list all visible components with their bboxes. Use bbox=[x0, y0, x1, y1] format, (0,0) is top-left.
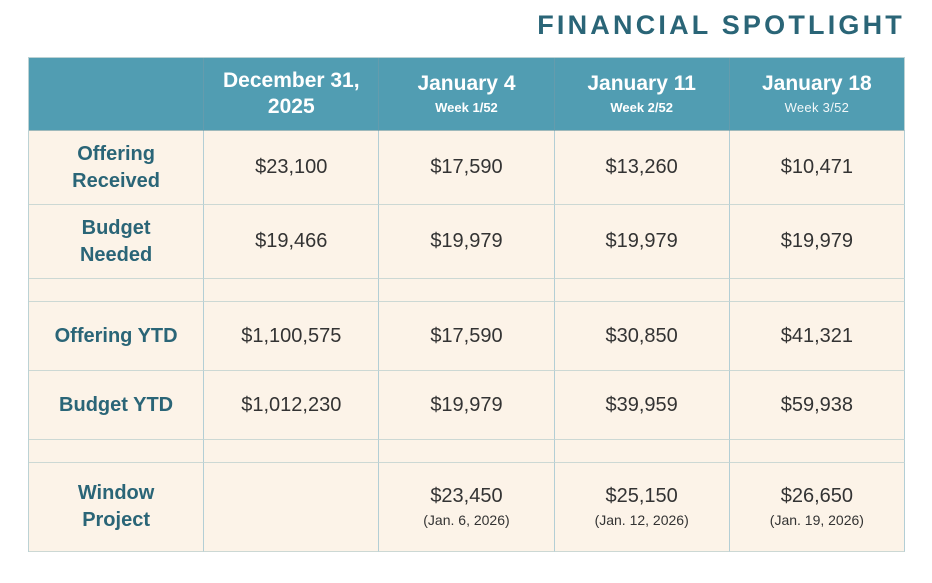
value: $25,150 bbox=[605, 485, 678, 508]
value-cell: $23,450 (Jan. 6, 2026) bbox=[379, 463, 555, 552]
table-row-offering-received: Offering Received $23,100 $17,590 $13,26… bbox=[29, 131, 905, 205]
spacer-row bbox=[29, 279, 905, 302]
financial-table: December 31, 2025 January 4 Week 1/52 Ja… bbox=[28, 57, 905, 552]
value-date: (Jan. 12, 2026) bbox=[594, 512, 689, 529]
value-cell: $1,100,575 bbox=[204, 302, 380, 371]
column-header-sublabel: Week 1/52 bbox=[435, 99, 498, 115]
column-header-label: January 18 bbox=[762, 72, 872, 96]
value: $26,650 bbox=[780, 485, 854, 508]
value-cell: $19,979 bbox=[379, 371, 555, 440]
column-header-blank bbox=[29, 58, 205, 131]
row-label-budget-ytd: Budget YTD bbox=[29, 371, 205, 440]
value-cell: $17,590 bbox=[379, 302, 555, 371]
row-label-budget-needed: Budget Needed bbox=[29, 205, 205, 279]
column-header-label: January 4 bbox=[417, 72, 516, 96]
value-cell bbox=[204, 463, 380, 552]
column-header-dec-31-2025: December 31, 2025 bbox=[204, 58, 380, 131]
column-header-january-4: January 4 Week 1/52 bbox=[379, 58, 555, 131]
value-cell: $59,938 bbox=[729, 371, 905, 440]
row-label-offering-received: Offering Received bbox=[29, 131, 205, 205]
value-date: (Jan. 19, 2026) bbox=[769, 512, 864, 529]
column-header-january-18: January 18 Week 3/52 bbox=[729, 58, 905, 131]
header-row: December 31, 2025 January 4 Week 1/52 Ja… bbox=[29, 58, 905, 131]
column-header-label: January 11 bbox=[587, 72, 696, 96]
value-cell: $26,650 (Jan. 19, 2026) bbox=[729, 463, 905, 552]
page-title: FINANCIAL SPOTLIGHT bbox=[537, 10, 905, 40]
value-cell: $30,850 bbox=[554, 302, 730, 371]
value-cell: $23,100 bbox=[204, 131, 380, 205]
value: $23,450 bbox=[430, 485, 503, 508]
value-cell: $19,979 bbox=[729, 205, 905, 279]
table-row-budget-needed: Budget Needed $19,466 $19,979 $19,979 $1… bbox=[29, 205, 905, 279]
spacer-row bbox=[29, 440, 905, 463]
value-cell: $41,321 bbox=[729, 302, 905, 371]
value-cell: $19,466 bbox=[204, 205, 380, 279]
table-row-offering-ytd: Offering YTD $1,100,575 $17,590 $30,850 … bbox=[29, 302, 905, 371]
value-cell: $10,471 bbox=[729, 131, 905, 205]
column-header-january-11: January 11 Week 2/52 bbox=[554, 58, 730, 131]
column-header-sublabel: Week 2/52 bbox=[610, 99, 673, 115]
row-label-window-project: Window Project bbox=[29, 463, 205, 552]
column-header-label: December 31, 2025 bbox=[222, 68, 360, 118]
value-cell: $25,150 (Jan. 12, 2026) bbox=[554, 463, 730, 552]
table-row-window-project: Window Project $23,450 (Jan. 6, 2026) $2… bbox=[29, 463, 905, 552]
value-cell: $39,959 bbox=[554, 371, 730, 440]
value-cell: $17,590 bbox=[379, 131, 555, 205]
table-row-budget-ytd: Budget YTD $1,012,230 $19,979 $39,959 $5… bbox=[29, 371, 905, 440]
value-cell: $19,979 bbox=[554, 205, 730, 279]
value-cell: $19,979 bbox=[379, 205, 555, 279]
value-cell: $13,260 bbox=[554, 131, 730, 205]
column-header-sublabel: Week 3/52 bbox=[784, 99, 850, 115]
row-label-offering-ytd: Offering YTD bbox=[29, 302, 205, 371]
value-cell: $1,012,230 bbox=[204, 371, 380, 440]
value-date: (Jan. 6, 2026) bbox=[423, 512, 510, 529]
